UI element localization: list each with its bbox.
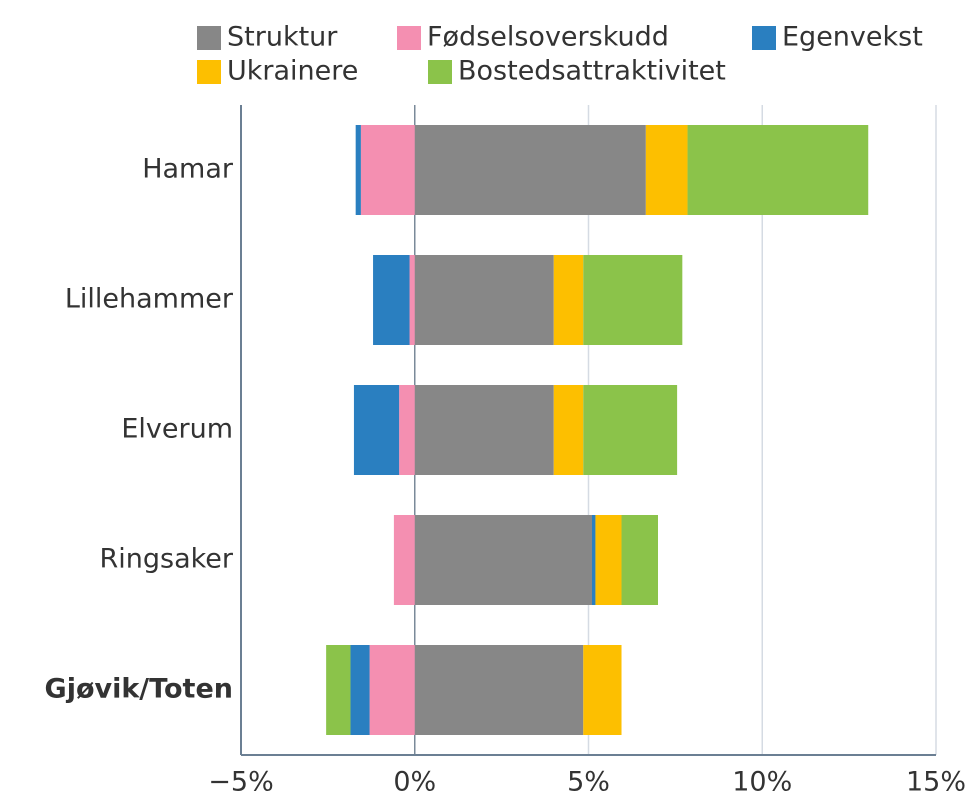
category-label: Ringsaker <box>99 544 233 575</box>
legend-label: Struktur <box>227 22 338 53</box>
x-tick-label: −5% <box>208 767 273 798</box>
bar-segment <box>355 125 361 215</box>
legend-swatch <box>428 60 452 84</box>
bar-segment <box>553 255 584 345</box>
x-tick-label: 10% <box>732 767 792 798</box>
bar-segment <box>350 645 370 735</box>
x-tick-label: 5% <box>567 767 610 798</box>
bar-segment <box>326 645 351 735</box>
bar-segment <box>414 255 554 345</box>
bar-segment <box>687 125 869 215</box>
bar-segment <box>360 125 415 215</box>
x-tick-label: 0% <box>393 767 436 798</box>
category-label: Lillehammer <box>65 284 234 315</box>
bar-segment <box>414 645 584 735</box>
bar-segment <box>399 385 415 475</box>
legend-swatch <box>197 26 221 50</box>
bar-segment <box>553 385 584 475</box>
bar-segment <box>414 515 592 605</box>
bar-segment <box>373 255 410 345</box>
bar-segment <box>414 125 646 215</box>
bar-segment <box>414 385 554 475</box>
legend-label: Ukrainere <box>227 56 358 87</box>
bar-segment <box>409 255 415 345</box>
category-label: Elverum <box>121 414 233 445</box>
legend-label: Bostedsattraktivitet <box>458 56 726 87</box>
bar-segment <box>353 385 400 475</box>
legend-swatch <box>752 26 776 50</box>
bar-segment <box>621 515 658 605</box>
legend-swatch <box>197 60 221 84</box>
bar-segment <box>591 515 596 605</box>
legend-swatch <box>397 26 421 50</box>
category-label: Hamar <box>142 154 234 185</box>
bar-segment <box>595 515 622 605</box>
bar-segment <box>369 645 415 735</box>
category-label: Gjøvik/Toten <box>45 674 233 705</box>
bar-segment <box>583 645 622 735</box>
bar-segment <box>583 255 683 345</box>
legend-label: Egenvekst <box>782 22 923 53</box>
bar-segment <box>583 385 678 475</box>
x-tick-label: 15% <box>906 767 966 798</box>
bar-segment <box>645 125 688 215</box>
bar-segment <box>393 515 415 605</box>
legend-label: Fødselsoverskudd <box>427 22 669 53</box>
